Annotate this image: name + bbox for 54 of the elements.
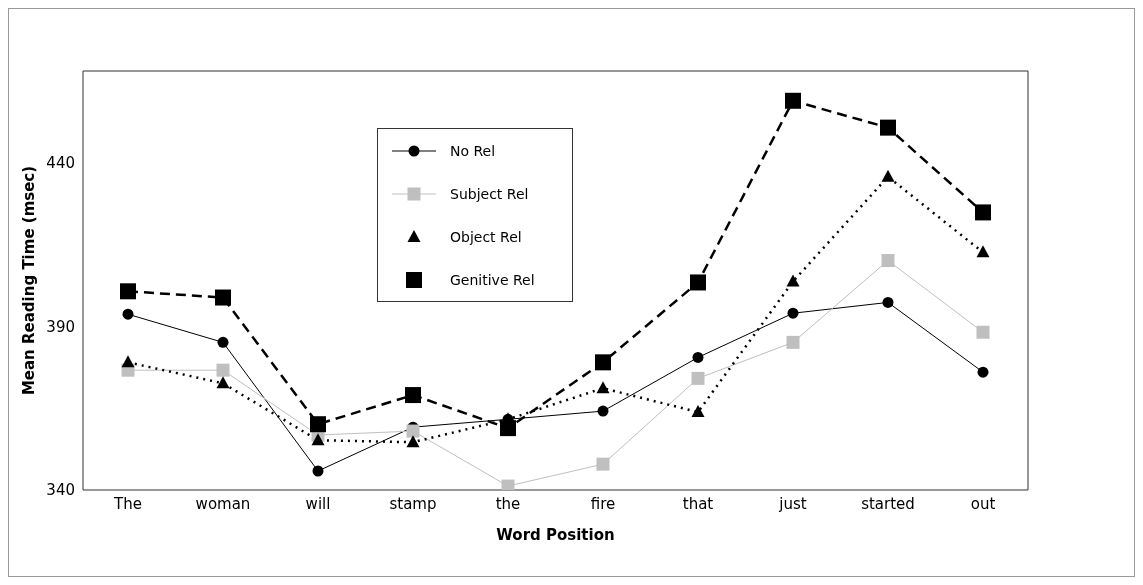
point bbox=[786, 335, 800, 349]
point bbox=[976, 245, 990, 258]
point bbox=[691, 405, 705, 418]
point bbox=[976, 325, 990, 339]
point bbox=[597, 405, 609, 417]
point bbox=[596, 457, 610, 471]
legend-label: Genitive Rel bbox=[450, 271, 535, 288]
point bbox=[122, 308, 134, 320]
point bbox=[786, 274, 800, 287]
x-tick-label: The bbox=[113, 494, 142, 513]
x-axis-title: Word Position bbox=[496, 526, 615, 544]
point bbox=[596, 381, 610, 394]
y-tick-label: 390 bbox=[46, 317, 75, 336]
point bbox=[690, 274, 706, 291]
point bbox=[312, 465, 324, 477]
y-axis-title: Mean Reading Time (msec) bbox=[20, 165, 39, 396]
point bbox=[880, 119, 896, 136]
point bbox=[405, 387, 421, 404]
point bbox=[216, 363, 230, 377]
x-tick-label: the bbox=[495, 494, 521, 513]
x-tick-label: fire bbox=[590, 494, 616, 513]
point bbox=[215, 289, 231, 306]
point bbox=[882, 296, 894, 308]
point bbox=[691, 371, 705, 385]
point bbox=[881, 254, 895, 268]
legend-label: Subject Rel bbox=[450, 185, 529, 202]
y-tick-label: 340 bbox=[46, 481, 75, 500]
point bbox=[500, 420, 516, 437]
legend-label: No Rel bbox=[450, 142, 496, 159]
point bbox=[217, 336, 229, 348]
point bbox=[120, 283, 136, 300]
x-tick-label: stamp bbox=[389, 494, 437, 513]
x-tick-label: that bbox=[682, 494, 714, 513]
x-tick-label: started bbox=[861, 494, 915, 513]
point bbox=[692, 351, 704, 363]
point bbox=[785, 92, 801, 109]
legend-label: Object Rel bbox=[450, 228, 522, 245]
point bbox=[975, 204, 991, 221]
point bbox=[595, 354, 611, 371]
point bbox=[881, 169, 895, 182]
point bbox=[977, 366, 989, 378]
point bbox=[406, 435, 420, 448]
point bbox=[787, 307, 799, 319]
point bbox=[121, 355, 135, 368]
x-tick-label: woman bbox=[195, 494, 251, 513]
point bbox=[406, 424, 420, 438]
y-tick-label: 440 bbox=[46, 153, 75, 172]
point bbox=[216, 376, 230, 389]
x-tick-label: out bbox=[970, 494, 996, 513]
x-tick-label: just bbox=[778, 494, 807, 513]
point bbox=[310, 416, 326, 433]
x-tick-label: will bbox=[305, 494, 331, 513]
point bbox=[501, 479, 515, 490]
point bbox=[311, 433, 325, 446]
